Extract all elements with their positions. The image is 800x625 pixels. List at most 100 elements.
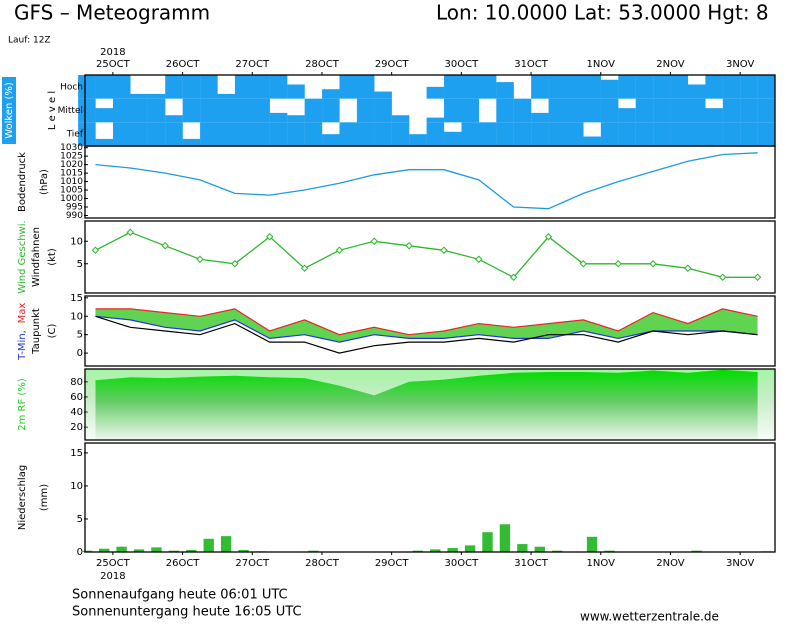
x-tick-label: 28OCT (305, 558, 340, 569)
cloud-cell (531, 75, 549, 99)
cloud-cell (583, 98, 601, 123)
cloud-cell (444, 98, 462, 123)
x-tick-label: 3NOV (726, 59, 755, 70)
axis-label-bg (2, 77, 16, 144)
cloud-cell (200, 75, 218, 99)
axis-title: 2m RF (%) (17, 378, 28, 431)
marker (91, 246, 100, 254)
cloud-cell (565, 122, 584, 146)
sunrise: Sonnenaufgang heute 06:01 UTC (72, 588, 288, 603)
cloud-cell (705, 108, 723, 123)
cloud-cell (635, 122, 654, 146)
bar (308, 550, 319, 552)
cloud-cell (147, 122, 166, 146)
legend-entry: Max (17, 303, 28, 324)
marker (614, 260, 622, 268)
bar (604, 550, 615, 552)
cloud-cell (182, 75, 201, 99)
cloud-cell (722, 75, 741, 99)
cloud-cell (374, 122, 392, 146)
year: 2018 (100, 47, 125, 58)
cloud-cell (531, 122, 549, 146)
bar (430, 549, 441, 552)
y-tick-label: 1020 (60, 160, 83, 170)
cloud-cell (130, 122, 148, 146)
panel-frame (84, 442, 776, 553)
y-tick-label: 1000 (60, 194, 83, 204)
cloud-cell (322, 98, 340, 123)
cloud-cell (478, 122, 497, 146)
marker (719, 273, 727, 281)
cloud-cell (618, 122, 636, 146)
cloud-cell (112, 75, 131, 99)
axis-title: Bodendruck (17, 152, 28, 212)
cloud-cell (165, 115, 183, 123)
line (95, 152, 758, 210)
marker (405, 242, 413, 250)
line (95, 315, 758, 354)
cloud-cell (95, 138, 114, 146)
y-tick-label: 20 (70, 422, 83, 433)
cloud-cell (95, 108, 114, 123)
cloud-cell (391, 122, 410, 146)
y-tick-label: 10 (70, 481, 83, 492)
cloud-cell (391, 115, 410, 123)
cloud-cell (409, 134, 427, 146)
cloud-cell (653, 75, 671, 99)
cloud-cell (461, 122, 480, 146)
bar (203, 538, 214, 552)
marker (475, 255, 483, 263)
cloud-cell (356, 98, 375, 123)
cloud-cell (269, 122, 288, 146)
cloud-cell (322, 89, 340, 99)
cloud-cell (444, 131, 462, 146)
cloud-cell (374, 98, 392, 123)
x-tick-label: 27OCT (235, 59, 270, 70)
axis-title: (hPa) (39, 169, 50, 195)
cloud-cell (182, 138, 201, 146)
y-tick-label: 15 (70, 448, 83, 459)
cloud-cell (304, 98, 323, 123)
cloud-cell (565, 98, 584, 123)
y-tick-label: 40 (70, 407, 83, 418)
cloud-cell (182, 98, 201, 123)
sunset: Sonnenuntergang heute 16:05 UTC (72, 605, 302, 620)
cloud-cell (722, 122, 741, 146)
cloud-cell (670, 98, 689, 123)
axis-title: Windfahnen (31, 227, 42, 287)
bar (499, 524, 511, 552)
bar (98, 548, 110, 552)
level-label: Mittel (58, 106, 83, 116)
cloud-cell (513, 98, 532, 123)
cloud-cell (217, 98, 236, 123)
x-tick-label: 31OCT (514, 59, 549, 70)
cloud-cell (147, 93, 166, 99)
cloud-cell (200, 98, 218, 123)
y-tick-label: 995 (66, 202, 83, 212)
cloud-cell (234, 122, 253, 146)
x-tick-label: 28OCT (305, 59, 340, 70)
cloud-cell (496, 122, 514, 146)
x-tick-label: 25OCT (96, 558, 131, 569)
cloud-cell (757, 75, 776, 99)
cloud-cell (322, 134, 340, 146)
cloud-cell (635, 75, 654, 99)
cloud-cell (496, 98, 514, 123)
line (95, 308, 758, 336)
cloud-cell (217, 122, 236, 146)
cloud-cell (600, 122, 619, 146)
cloud-cell (252, 98, 270, 123)
y-tick-label: 0 (77, 547, 83, 558)
cloud-cell (757, 98, 776, 123)
y-tick-label: 5 (77, 259, 83, 270)
panel-frame (84, 145, 776, 219)
cloud-cell (304, 122, 323, 146)
marker (370, 237, 378, 245)
cloud-cell (374, 91, 392, 99)
axis-title: L e v e l (47, 91, 58, 130)
axis-title: Wolken (%) (4, 82, 15, 139)
cloud-cell (269, 112, 288, 123)
bar (151, 547, 162, 552)
cloud-cell (478, 75, 497, 99)
